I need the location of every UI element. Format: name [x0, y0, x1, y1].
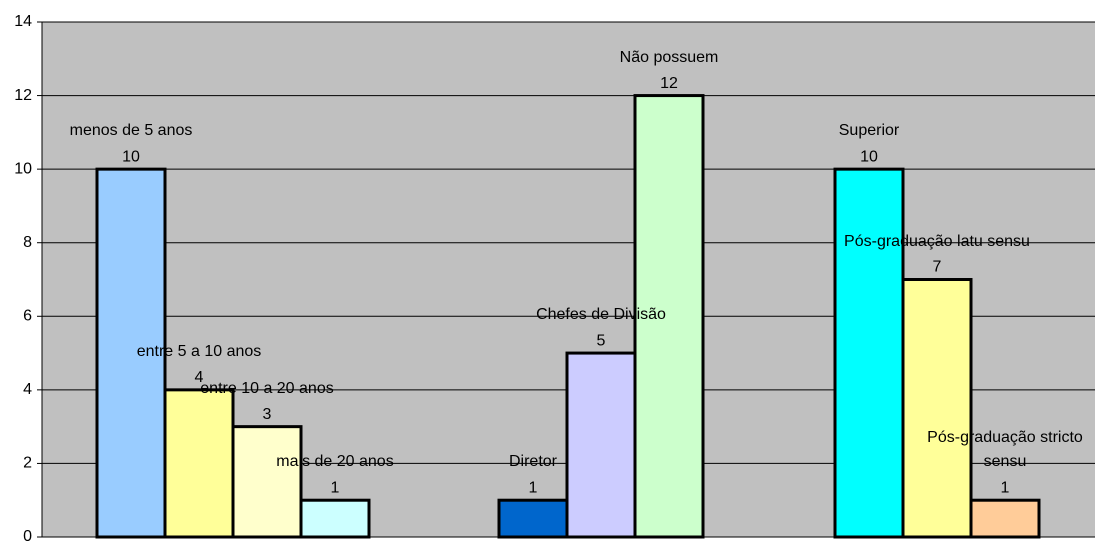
- bar-name-label: entre 10 a 20 anos: [200, 379, 334, 397]
- value-label: 4: [195, 369, 204, 386]
- bar-name-label: menos de 5 anos: [69, 122, 193, 140]
- bar: [497, 498, 569, 539]
- bar-name-label: mais de 20 anos: [276, 453, 394, 471]
- y-tick-label: 12: [14, 87, 32, 104]
- bar: [901, 278, 973, 539]
- bar-name-label: Pós-graduação stricto sensu: [927, 429, 1083, 471]
- value-label: 7: [933, 259, 942, 276]
- bar: [231, 425, 303, 539]
- y-tick-label: 6: [23, 308, 32, 325]
- y-tick-label: 2: [23, 455, 32, 472]
- y-tick-label: 10: [14, 160, 32, 177]
- bar-name-label: entre 5 a 10 anos: [136, 342, 262, 360]
- y-tick-label: 4: [23, 381, 32, 398]
- bar-name-label: Superior: [838, 122, 900, 140]
- value-label: 1: [331, 479, 340, 496]
- y-tick-label: 8: [23, 234, 32, 251]
- value-label: 10: [122, 148, 140, 165]
- value-label: 1: [1001, 479, 1010, 496]
- value-label: 10: [860, 148, 878, 165]
- value-label: 12: [660, 75, 678, 92]
- value-label: 1: [529, 479, 538, 496]
- bar: [95, 167, 167, 539]
- bar: [969, 498, 1041, 539]
- value-label: 3: [263, 406, 272, 423]
- bar: [163, 388, 235, 539]
- bar-name-label: Não possuem: [619, 48, 719, 66]
- value-label: 5: [597, 332, 606, 349]
- bar: [833, 167, 905, 539]
- bar-name-label: Pós-graduação latu sensu: [844, 232, 1030, 250]
- y-tick-label: 14: [14, 13, 32, 30]
- bar: [633, 94, 705, 539]
- y-tick-label: 0: [23, 528, 32, 542]
- bar-name-label: Chefes de Divisão: [536, 306, 666, 324]
- bar: [299, 498, 371, 539]
- bar-name-label: Diretor: [508, 453, 557, 471]
- bar: [565, 351, 637, 539]
